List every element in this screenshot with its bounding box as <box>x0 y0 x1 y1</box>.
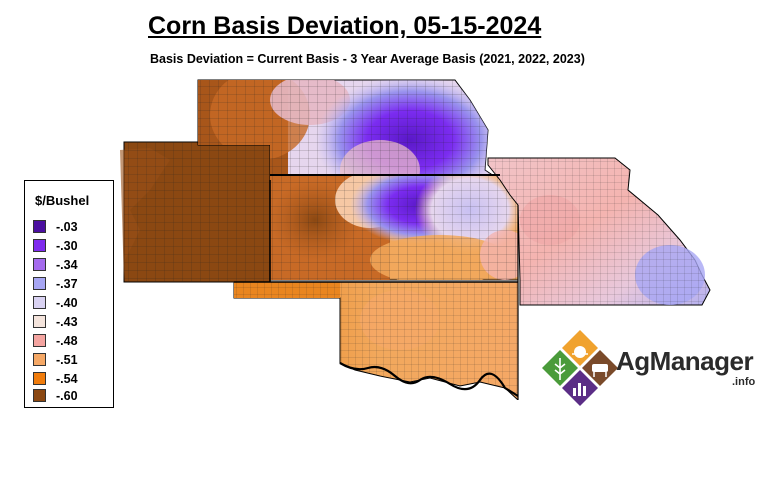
logo-wordmark: AgManager <box>616 346 754 376</box>
basis-deviation-map <box>120 79 711 400</box>
legend-label: -.48 <box>56 333 78 348</box>
map-legend: $/Bushel -.03 -.30 -.34 -.37 -.40 -.43 -… <box>24 180 114 408</box>
legend-item: -.30 <box>33 236 78 255</box>
legend-label: -.30 <box>56 238 78 253</box>
legend-swatch <box>33 334 46 347</box>
legend-swatch <box>33 239 46 252</box>
legend-item: -.48 <box>33 331 78 350</box>
legend-swatch <box>33 296 46 309</box>
legend-label: -.51 <box>56 352 78 367</box>
legend-item: -.43 <box>33 312 78 331</box>
legend-item: -.34 <box>33 255 78 274</box>
legend-title: $/Bushel <box>35 193 90 208</box>
legend-label: -.34 <box>56 257 78 272</box>
legend-label: -.03 <box>56 219 78 234</box>
legend-item: -.54 <box>33 369 78 388</box>
legend-label: -.43 <box>56 314 78 329</box>
agmanager-logo: AgManager .info <box>540 328 765 408</box>
legend-swatch <box>33 315 46 328</box>
legend-swatch <box>33 220 46 233</box>
legend-item: -.51 <box>33 350 78 369</box>
legend-swatch <box>33 258 46 271</box>
legend-item: -.37 <box>33 274 78 293</box>
legend-swatch <box>33 372 46 385</box>
legend-item: -.40 <box>33 293 78 312</box>
legend-label: -.37 <box>56 276 78 291</box>
legend-label: -.40 <box>56 295 78 310</box>
legend-swatch <box>33 353 46 366</box>
agmanager-logo-mark-icon <box>542 330 618 406</box>
logo-suffix: .info <box>732 376 756 388</box>
map-title: Corn Basis Deviation, 05-15-2024 <box>148 12 542 40</box>
legend-item: -.03 <box>33 217 78 236</box>
legend-label: -.54 <box>56 371 78 386</box>
map-subtitle: Basis Deviation = Current Basis - 3 Year… <box>150 52 585 66</box>
legend-swatch <box>33 389 46 402</box>
legend-label: -.60 <box>56 388 78 403</box>
legend-swatch <box>33 277 46 290</box>
legend-item: -.60 <box>33 386 78 405</box>
